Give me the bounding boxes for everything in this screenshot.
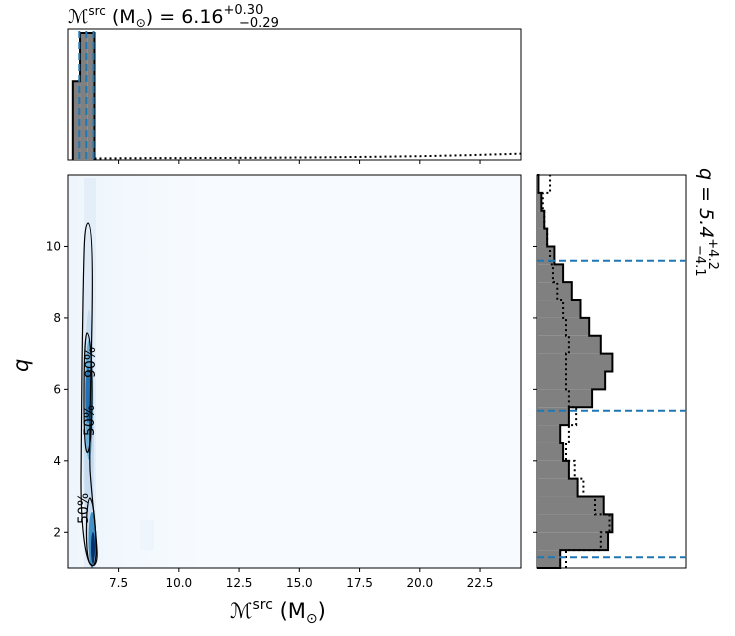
x-label-sup: src (252, 597, 272, 613)
mchirp-title-symbol: ℳ (68, 6, 88, 28)
x-axis-ticks: 7.5 10.0 12.5 15.0 17.5 20.0 22.5 (109, 568, 493, 590)
q-title: q = 5.4+4.2−4.1 (692, 168, 720, 277)
q-bar-19 (537, 210, 545, 229)
mchirp-bar-0 (72, 81, 81, 160)
x-tick-label-4: 17.5 (346, 576, 373, 590)
x-tick-label-6: 22.5 (467, 576, 494, 590)
q-title-minus-err: −4.1 (692, 245, 707, 277)
q-bar-2 (537, 514, 613, 533)
q-bar-7 (537, 425, 561, 443)
x-axis-label: ℳsrc (M⊙) (230, 597, 326, 627)
mchirp-title-sub: ⊙ (136, 16, 146, 30)
contour-label-90: 90% (83, 347, 99, 378)
y-tick-label-3: 8 (53, 311, 61, 325)
mchirp-title-plus-err: +0.30 (224, 3, 264, 18)
mchirp-title: ℳsrc (M⊙) = 6.16+0.30 −0.29 (68, 3, 279, 31)
joint-panel: 90% 50% 50% 7.5 10.0 12.5 15.0 17.5 20.0 22.5 … (46, 174, 522, 590)
q-bar-20 (537, 192, 542, 211)
q-bar-11 (537, 353, 613, 372)
contour-90 (80, 222, 98, 567)
top-marginal-panel (67, 28, 522, 164)
density-layer-6 (91, 532, 95, 564)
mchirp-bar-1 (80, 33, 88, 160)
x-tick-label-1: 10.0 (165, 576, 192, 590)
q-bar-6 (537, 442, 564, 461)
y-tick-label-4: 10 (46, 239, 61, 253)
joint-panel-frame (67, 174, 522, 569)
x-tick-label-2: 12.5 (226, 576, 253, 590)
mchirp-histogram (71, 31, 522, 160)
mchirp-title-minus-err: −0.29 (239, 16, 279, 31)
y-tick-label-1: 4 (53, 454, 61, 468)
mchirp-title-sup: src (88, 4, 106, 18)
contour-label-50-lower: 50% (76, 493, 92, 524)
q-bar-5 (537, 460, 569, 479)
q-title-plus-err: +4.2 (705, 238, 720, 270)
top-panel-frame (67, 28, 522, 161)
mchirp-title-value: ) = 6.16 (146, 6, 224, 28)
x-tick-label-5: 20.0 (406, 576, 433, 590)
x-label-sub: ⊙ (306, 611, 318, 627)
y-tick-label-0: 2 (53, 525, 61, 539)
y-axis-ticks: 2 4 6 8 10 (46, 239, 68, 539)
density-faint-spot (140, 520, 154, 550)
q-bar-10 (537, 371, 606, 390)
q-bar-1 (537, 532, 609, 551)
q-bar-9 (537, 389, 593, 408)
contour-50-lower (85, 497, 97, 567)
right-panel-ticks (533, 245, 537, 533)
x-label-close: ) (318, 599, 326, 623)
right-marginal-panel (533, 174, 687, 569)
top-panel-ticks (118, 160, 481, 164)
x-tick-label-0: 7.5 (109, 576, 128, 590)
y-axis-label: q (9, 359, 33, 372)
density-layer-4 (85, 367, 91, 423)
q-bar-13 (537, 317, 590, 336)
contour-50-upper (83, 332, 93, 453)
q-title-text: q = 5.4 (695, 168, 717, 238)
q-bar-18 (537, 228, 548, 247)
x-label-text: (M (273, 599, 306, 623)
x-tick-label-3: 15.0 (286, 576, 313, 590)
y-tick-label-2: 6 (53, 382, 61, 396)
x-label-symbol: ℳ (230, 599, 252, 623)
mchirp-title-text: (M (106, 6, 136, 28)
mchirp-bar-2 (87, 33, 95, 160)
q-bar-12 (537, 335, 601, 354)
q-bar-4 (537, 478, 578, 497)
q-bar-16 (537, 264, 564, 283)
contour-label-50-upper: 50% (82, 405, 98, 436)
q-histogram (537, 174, 686, 569)
credible-contours (80, 222, 98, 567)
q-bar-0 (537, 550, 561, 568)
q-bar-3 (537, 496, 604, 515)
joint-panel-background (68, 175, 521, 568)
q-bar-14 (537, 300, 581, 318)
q-hist-outline (537, 174, 614, 569)
mchirp-prior-line (94, 152, 522, 160)
q-bar-15 (537, 282, 572, 301)
